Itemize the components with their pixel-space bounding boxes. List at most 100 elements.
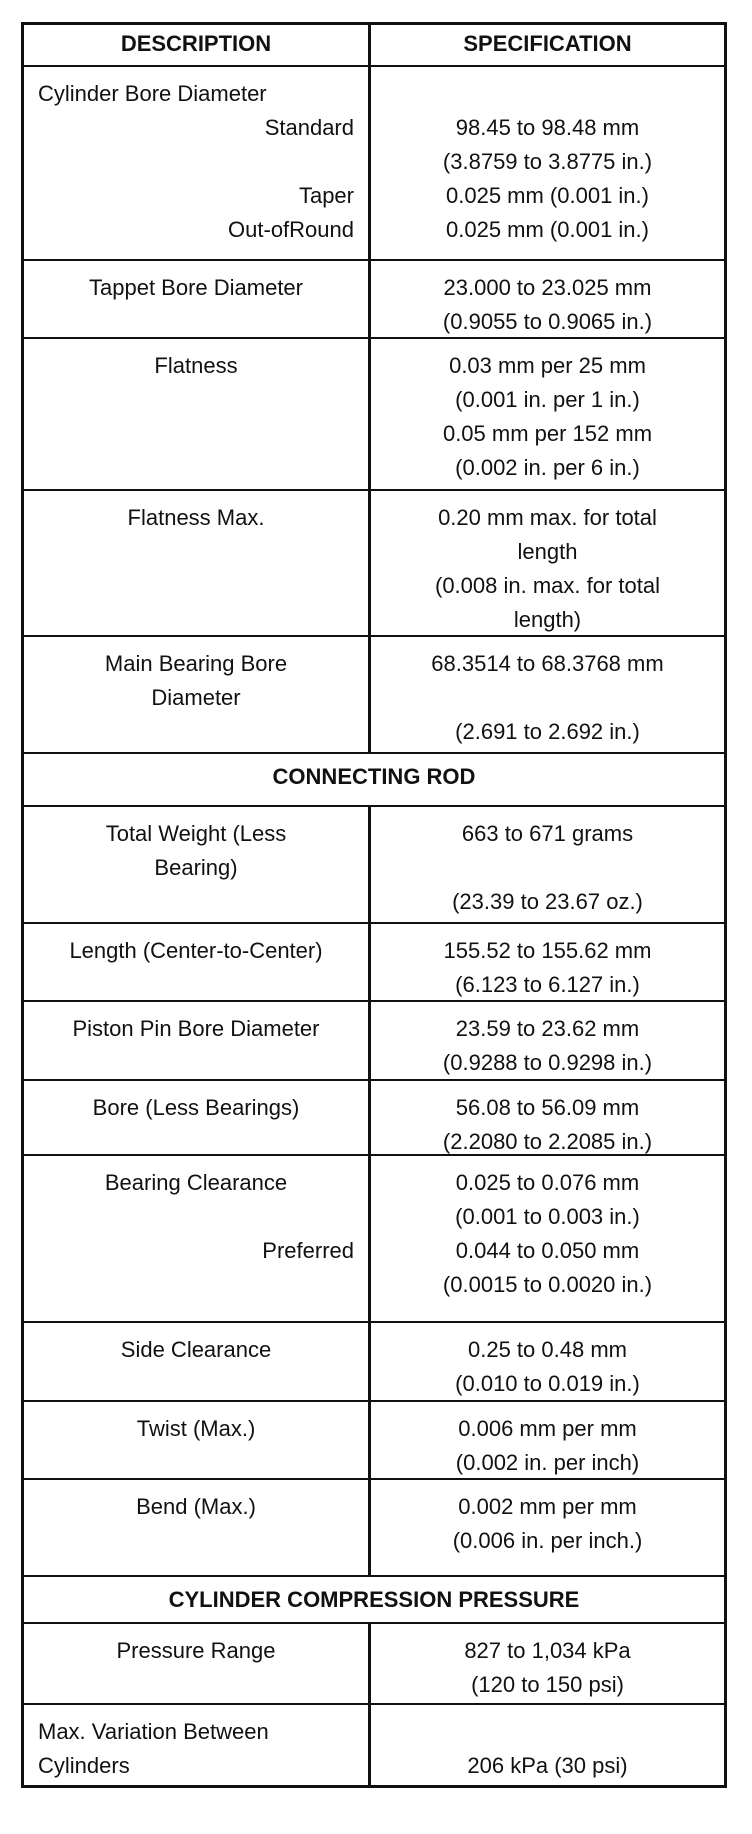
section-header-row: CYLINDER COMPRESSION PRESSURE bbox=[24, 1575, 724, 1622]
table-row: Bend (Max.) 0.002 mm per mm (0.006 in. per… bbox=[24, 1478, 724, 1575]
description-line: Pressure Range bbox=[116, 1638, 276, 1663]
specification-line: (0.001 to 0.003 in.) bbox=[455, 1204, 640, 1229]
specification-line: (6.123 to 6.127 in.) bbox=[455, 972, 640, 997]
table-row: Main Bearing Bore Diameter 68.3514 to 68.3… bbox=[24, 635, 724, 752]
specification-line: 56.08 to 56.09 mm bbox=[455, 1095, 640, 1120]
description-cell: Total Weight (Less Bearing) bbox=[24, 807, 371, 922]
description-line: Flatness bbox=[154, 353, 238, 378]
specification-line: 0.05 mm per 152 mm bbox=[442, 421, 653, 446]
specification-line: (0.001 in. per 1 in.) bbox=[455, 387, 640, 412]
table-row: Length (Center-to-Center) 155.52 to 155.6… bbox=[24, 922, 724, 1000]
description-cell: Bend (Max.) bbox=[24, 1480, 371, 1575]
description-line: Cylinders bbox=[38, 1753, 130, 1778]
specification-line bbox=[381, 851, 714, 885]
specification-line: (120 to 150 psi) bbox=[471, 1672, 624, 1697]
specification-line: 0.006 mm per mm bbox=[458, 1416, 637, 1441]
specification-cell: 56.08 to 56.09 mm (2.2080 to 2.2085 in.) bbox=[371, 1081, 724, 1154]
specification-table: DESCRIPTION SPECIFICATION Cylinder Bore … bbox=[21, 22, 727, 1788]
specification-line: 23.000 to 23.025 mm bbox=[443, 275, 652, 300]
specification-line: 68.3514 to 68.3768 mm bbox=[431, 651, 664, 676]
specification-line: (0.9288 to 0.9298 in.) bbox=[442, 1050, 653, 1075]
table-row: Bore (Less Bearings) 56.08 to 56.09 mm (2.… bbox=[24, 1079, 724, 1154]
description-line: Bearing) bbox=[154, 855, 238, 880]
specification-line: 0.20 mm max. for total bbox=[438, 505, 657, 530]
description-cell: Side Clearance bbox=[24, 1323, 371, 1400]
specification-cell: 0.006 mm per mm (0.002 in. per inch) bbox=[371, 1402, 724, 1478]
specification-line: 0.025 mm (0.001 in.) bbox=[446, 217, 649, 242]
header-specification: SPECIFICATION bbox=[463, 31, 632, 56]
description-cell: Tappet Bore Diameter bbox=[24, 261, 371, 337]
description-line: Max. Variation Between bbox=[38, 1719, 269, 1744]
specification-line: (0.002 in. per 6 in.) bbox=[455, 455, 640, 480]
description-line: Total Weight (Less bbox=[105, 821, 287, 846]
description-line: Diameter bbox=[151, 685, 241, 710]
specification-cell: 23.000 to 23.025 mm (0.9055 to 0.9065 in.… bbox=[371, 261, 724, 337]
table-row: Pressure Range 827 to 1,034 kPa (120 to 15… bbox=[24, 1622, 724, 1703]
specification-line: 0.025 to 0.076 mm bbox=[455, 1170, 640, 1195]
specification-line: 0.03 mm per 25 mm bbox=[449, 353, 646, 378]
section-title: CYLINDER COMPRESSION PRESSURE bbox=[168, 1587, 580, 1612]
specification-line: length) bbox=[513, 607, 582, 632]
description-line: Bore (Less Bearings) bbox=[92, 1095, 300, 1120]
specification-line: 206 kPa (30 psi) bbox=[467, 1753, 628, 1778]
specification-cell: 0.025 to 0.076 mm (0.001 to 0.003 in.) 0.0… bbox=[371, 1156, 724, 1321]
table-header-row: DESCRIPTION SPECIFICATION bbox=[24, 25, 724, 65]
specification-cell: 0.25 to 0.48 mm (0.010 to 0.019 in.) bbox=[371, 1323, 724, 1400]
description-cell: Max. Variation Between Cylinders bbox=[24, 1705, 371, 1785]
description-line: Length (Center-to-Center) bbox=[69, 938, 323, 963]
specification-line: length bbox=[517, 539, 578, 564]
specification-cell: 206 kPa (30 psi) bbox=[371, 1705, 724, 1785]
specification-line: (2.691 to 2.692 in.) bbox=[455, 719, 640, 744]
specification-line: 663 to 671 grams bbox=[461, 821, 634, 846]
description-cell: Flatness Max. bbox=[24, 491, 371, 635]
specification-cell: 98.45 to 98.48 mm (3.8759 to 3.8775 in.) 0… bbox=[371, 67, 724, 259]
description-line: Taper bbox=[298, 183, 354, 208]
specification-line: 23.59 to 23.62 mm bbox=[455, 1016, 640, 1041]
specification-line: (0.0015 to 0.0020 in.) bbox=[442, 1272, 653, 1297]
description-line: Out-ofRound bbox=[228, 217, 354, 242]
table-row: Cylinder Bore Diameter Standard Taper Out-o… bbox=[24, 65, 724, 259]
specification-line: 0.25 to 0.48 mm bbox=[468, 1337, 627, 1362]
description-cell: Cylinder Bore Diameter Standard Taper Out-o… bbox=[24, 67, 371, 259]
section-title: CONNECTING ROD bbox=[272, 764, 476, 789]
specification-cell: 0.002 mm per mm (0.006 in. per inch.) bbox=[371, 1480, 724, 1575]
description-cell: Bore (Less Bearings) bbox=[24, 1081, 371, 1154]
description-line bbox=[38, 145, 354, 179]
table-row: Max. Variation Between Cylinders 206 kPa (… bbox=[24, 1703, 724, 1785]
specification-line bbox=[381, 681, 714, 715]
specification-line: (0.002 in. per inch) bbox=[455, 1450, 640, 1475]
description-line: Bend (Max.) bbox=[136, 1494, 256, 1519]
specification-line: (0.010 to 0.019 in.) bbox=[455, 1371, 640, 1396]
specification-line: 155.52 to 155.62 mm bbox=[443, 938, 652, 963]
specification-line bbox=[381, 1715, 714, 1749]
specification-line: (23.39 to 23.67 oz.) bbox=[452, 889, 643, 914]
specification-cell: 0.20 mm max. for total length (0.008 in. m… bbox=[371, 491, 724, 635]
specification-cell: 155.52 to 155.62 mm (6.123 to 6.127 in.) bbox=[371, 924, 724, 1000]
specification-line: 0.044 to 0.050 mm bbox=[455, 1238, 640, 1263]
table-row: Twist (Max.) 0.006 mm per mm (0.002 in. pe… bbox=[24, 1400, 724, 1478]
description-line: Flatness Max. bbox=[127, 505, 265, 530]
description-line: Cylinder Bore Diameter bbox=[38, 81, 267, 106]
description-cell: Main Bearing Bore Diameter bbox=[24, 637, 371, 752]
table-row: Flatness 0.03 mm per 25 mm (0.001 in. per … bbox=[24, 337, 724, 489]
description-line: Side Clearance bbox=[120, 1337, 272, 1362]
specification-line: (0.006 in. per inch.) bbox=[452, 1528, 643, 1553]
specification-line: (2.2080 to 2.2085 in.) bbox=[442, 1129, 653, 1154]
description-line: Standard bbox=[264, 115, 354, 140]
description-cell: Pressure Range bbox=[24, 1624, 371, 1703]
specification-cell: 663 to 671 grams (23.39 to 23.67 oz.) bbox=[371, 807, 724, 922]
section-header-row: CONNECTING ROD bbox=[24, 752, 724, 805]
specification-line: (0.9055 to 0.9065 in.) bbox=[442, 309, 653, 334]
specification-line: 98.45 to 98.48 mm bbox=[455, 115, 640, 140]
description-line: Bearing Clearance bbox=[104, 1170, 288, 1195]
header-description: DESCRIPTION bbox=[24, 25, 371, 65]
table-row: Bearing Clearance Preferred 0.025 to 0.076… bbox=[24, 1154, 724, 1321]
specification-cell: 68.3514 to 68.3768 mm (2.691 to 2.692 in.… bbox=[371, 637, 724, 752]
description-line: Preferred bbox=[262, 1238, 354, 1263]
description-line: Twist (Max.) bbox=[136, 1416, 256, 1441]
description-line: Main Bearing Bore bbox=[104, 651, 288, 676]
specification-line: (3.8759 to 3.8775 in.) bbox=[442, 149, 653, 174]
specification-cell: 827 to 1,034 kPa (120 to 150 psi) bbox=[371, 1624, 724, 1703]
description-cell: Piston Pin Bore Diameter bbox=[24, 1002, 371, 1079]
specification-line bbox=[381, 77, 714, 111]
